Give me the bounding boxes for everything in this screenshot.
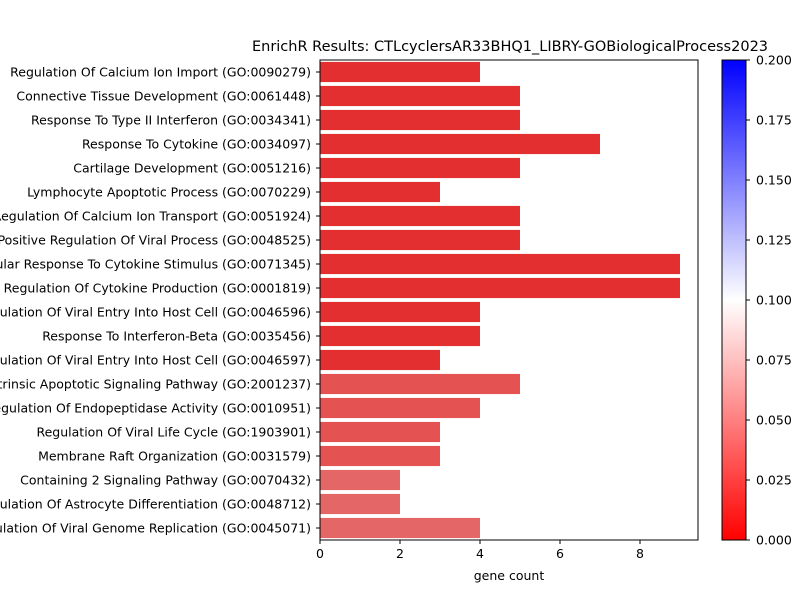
bar bbox=[320, 445, 440, 467]
category-label: Cartilage Development (GO:0051216) bbox=[73, 161, 311, 176]
x-tick-label: 2 bbox=[396, 546, 404, 561]
colorbar: 0.000 0.025 0.050 0.075 0.100 0.125 0.150 0.175… bbox=[721, 53, 792, 548]
colorbar-tick-label: 0.175 bbox=[756, 113, 792, 128]
category-label: Response To Type II Interferon (GO:00343… bbox=[31, 113, 311, 128]
plot-frame bbox=[319, 59, 699, 541]
category-label: Membrane Raft Organization (GO:0031579) bbox=[38, 449, 311, 464]
bar bbox=[320, 301, 480, 323]
category-label: Regulation Of Viral Genome Replication (… bbox=[0, 521, 311, 536]
bar bbox=[320, 469, 400, 491]
bar bbox=[320, 397, 480, 419]
category-label: Cellular Response To Cytokine Stimulus (… bbox=[0, 257, 311, 272]
bar bbox=[320, 109, 520, 131]
bar bbox=[320, 421, 440, 443]
category-label: Positive Regulation Of Viral Process (GO… bbox=[0, 233, 311, 248]
bar bbox=[320, 277, 680, 299]
category-label: Regulation Of Viral Entry Into Host Cell… bbox=[0, 305, 311, 320]
x-tick-label: 8 bbox=[636, 546, 644, 561]
bar bbox=[320, 229, 520, 251]
bar bbox=[320, 181, 440, 203]
colorbar-gradient bbox=[721, 59, 747, 541]
category-label: Regulation Of Astrocyte Differentiation … bbox=[0, 497, 311, 512]
category-label: Regulation Of Endopeptidase Activity (GO… bbox=[0, 401, 311, 416]
bar bbox=[320, 373, 520, 395]
category-label: Containing 2 Signaling Pathway (GO:00704… bbox=[20, 473, 311, 488]
bar bbox=[320, 157, 520, 179]
bar bbox=[320, 133, 600, 155]
bar bbox=[320, 493, 400, 515]
x-tick-label: 4 bbox=[476, 546, 484, 561]
colorbar-tick-label: 0.100 bbox=[756, 293, 792, 308]
category-label: Regulation Of Cytokine Production (GO:00… bbox=[4, 281, 311, 296]
x-axis: 0 2 4 6 8 bbox=[316, 540, 644, 561]
colorbar-tick-label: 0.150 bbox=[756, 173, 792, 188]
colorbar-tick-label: 0.000 bbox=[756, 533, 792, 548]
x-tick-label: 6 bbox=[556, 546, 564, 561]
bar bbox=[320, 85, 520, 107]
bars-group bbox=[320, 61, 680, 539]
colorbar-tick-label: 0.200 bbox=[756, 53, 792, 68]
bar bbox=[320, 205, 520, 227]
category-label: Intrinsic Apoptotic Signaling Pathway (G… bbox=[0, 377, 311, 392]
bar bbox=[320, 349, 440, 371]
bar bbox=[320, 61, 480, 83]
category-label: Response To Interferon-Beta (GO:0035456) bbox=[42, 329, 311, 344]
colorbar-tick-label: 0.125 bbox=[756, 233, 792, 248]
bar bbox=[320, 253, 680, 275]
x-tick-label: 0 bbox=[316, 546, 324, 561]
category-label: Regulation Of Viral Life Cycle (GO:19039… bbox=[36, 425, 311, 440]
category-label: Connective Tissue Development (GO:006144… bbox=[16, 89, 311, 104]
colorbar-tick-label: 0.075 bbox=[756, 353, 792, 368]
category-label: Response To Cytokine (GO:0034097) bbox=[82, 137, 311, 152]
category-label: Lymphocyte Apoptotic Process (GO:0070229… bbox=[27, 185, 311, 200]
category-labels-group: Regulation Of Calcium Ion Import (GO:009… bbox=[0, 65, 320, 536]
category-label: Regulation Of Calcium Ion Import (GO:009… bbox=[10, 65, 311, 80]
x-axis-label: gene count bbox=[474, 568, 545, 583]
colorbar-tick-label: 0.025 bbox=[756, 473, 792, 488]
bar bbox=[320, 517, 480, 539]
category-label: Regulation Of Viral Entry Into Host Cell… bbox=[0, 353, 311, 368]
colorbar-tick-label: 0.050 bbox=[756, 413, 792, 428]
bar bbox=[320, 325, 480, 347]
chart-title: EnrichR Results: CTLcyclersAR33BHQ1_LIBR… bbox=[252, 39, 768, 55]
category-label: Regulation Of Calcium Ion Transport (GO:… bbox=[0, 209, 311, 224]
